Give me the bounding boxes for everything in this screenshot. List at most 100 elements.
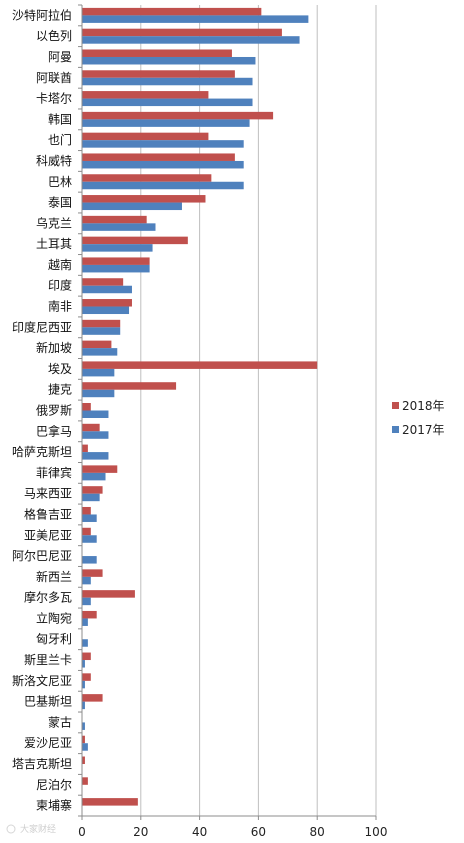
bar-2017 <box>82 181 244 190</box>
x-tick-label: 100 <box>365 825 388 839</box>
category-label: 斯里兰卡 <box>24 653 72 667</box>
category-label: 柬埔寨 <box>36 798 72 813</box>
category-label: 菲律宾 <box>36 465 72 480</box>
bar-2018 <box>82 569 103 577</box>
bar-2018 <box>82 527 91 536</box>
bar-2017 <box>82 639 88 647</box>
category-label: 塔吉克斯坦 <box>12 757 72 771</box>
bar-2018 <box>82 465 118 473</box>
bar-2017 <box>82 56 256 65</box>
bar-2018 <box>82 299 132 307</box>
bar-2017 <box>82 556 97 564</box>
bar-2017 <box>82 36 300 44</box>
bar-2017 <box>82 743 88 751</box>
bar-2018 <box>82 195 206 203</box>
category-label: 泰国 <box>48 196 72 210</box>
legend-label: 2017年 <box>402 423 445 437</box>
category-label: 韩国 <box>48 111 72 126</box>
category-label: 匈牙利 <box>36 632 72 646</box>
category-label: 土耳其 <box>36 237 72 251</box>
legend-swatch-2017年 <box>392 426 399 433</box>
bar-2018 <box>82 319 121 328</box>
category-label: 斯洛文尼亚 <box>12 673 72 688</box>
category-label: 科威特 <box>36 153 72 168</box>
bar-2018 <box>82 486 103 494</box>
category-label: 马来西亚 <box>24 487 72 501</box>
bar-2018 <box>82 91 209 99</box>
category-label: 印度 <box>48 278 72 293</box>
bar-2017 <box>82 140 244 148</box>
category-label: 阿联酋 <box>36 70 72 85</box>
bar-2018 <box>82 590 135 598</box>
bar-2017 <box>82 98 253 107</box>
category-label: 蒙古 <box>48 714 72 729</box>
bar-2017 <box>82 535 97 543</box>
category-label: 埃及 <box>48 362 72 376</box>
category-label: 新西兰 <box>36 569 72 584</box>
category-label: 立陶宛 <box>36 610 72 625</box>
bar-2017 <box>82 514 97 522</box>
bar-2018 <box>82 777 88 785</box>
bar-2018 <box>82 403 91 411</box>
category-label: 卡塔尔 <box>36 91 72 106</box>
bar-2017 <box>82 264 150 273</box>
category-label: 沙特阿拉伯 <box>12 7 72 22</box>
bar-2017 <box>82 244 153 252</box>
bar-2017 <box>82 368 115 377</box>
bar-2017 <box>82 348 118 356</box>
category-label: 乌克兰 <box>36 215 72 230</box>
bar-2018 <box>82 361 318 369</box>
category-label: 巴拿马 <box>36 423 72 438</box>
bar-2017 <box>82 701 85 710</box>
bar-2017 <box>82 493 100 502</box>
bar-2018 <box>82 278 124 286</box>
category-label: 巴林 <box>48 175 72 189</box>
bar-2017 <box>82 597 91 606</box>
x-tick-label: 60 <box>251 825 266 839</box>
legend-label: 2018年 <box>402 399 445 413</box>
category-label: 越南 <box>48 257 72 272</box>
bar-2017 <box>82 327 121 335</box>
bar-2017 <box>82 660 85 668</box>
category-label: 格鲁吉亚 <box>24 506 72 521</box>
category-label: 阿尔巴尼亚 <box>12 548 72 563</box>
bar-2017 <box>82 285 132 294</box>
bar-2017 <box>82 452 109 460</box>
bar-2017 <box>82 15 309 23</box>
bar-2018 <box>82 174 212 182</box>
category-label: 尼泊尔 <box>36 777 72 792</box>
bar-2017 <box>82 410 109 418</box>
bar-2017 <box>82 431 109 439</box>
bar-2017 <box>82 680 85 689</box>
bar-2017 <box>82 576 91 585</box>
watermark: 大家财经 <box>20 823 56 835</box>
category-label: 也门 <box>48 132 72 147</box>
category-label: 摩尔多瓦 <box>24 590 72 605</box>
category-label: 印度尼西亚 <box>12 319 72 334</box>
x-tick-label: 20 <box>133 825 148 839</box>
bar-2018 <box>82 610 97 619</box>
bar-2018 <box>82 49 232 57</box>
bar-2018 <box>82 423 100 432</box>
category-label: 巴基斯坦 <box>24 695 72 709</box>
bar-2017 <box>82 306 130 315</box>
bar-2018 <box>82 215 147 224</box>
category-label: 爱沙尼亚 <box>24 736 72 750</box>
bar-2017 <box>82 77 253 86</box>
bar-2017 <box>82 119 250 127</box>
category-label: 新加坡 <box>36 340 72 355</box>
bar-2018 <box>82 111 274 120</box>
category-label: 哈萨克斯坦 <box>12 445 72 459</box>
bar-2018 <box>82 382 177 390</box>
x-tick-label: 0 <box>78 825 86 839</box>
bar-2018 <box>82 756 85 765</box>
legend-swatch-2018年 <box>392 402 399 409</box>
bar-2018 <box>82 132 209 141</box>
bar-2017 <box>82 618 88 626</box>
bar-2018 <box>82 694 103 702</box>
bar-2018 <box>82 652 91 661</box>
bar-2018 <box>82 673 91 681</box>
bar-2018 <box>82 340 112 349</box>
bar-2017 <box>82 202 182 211</box>
